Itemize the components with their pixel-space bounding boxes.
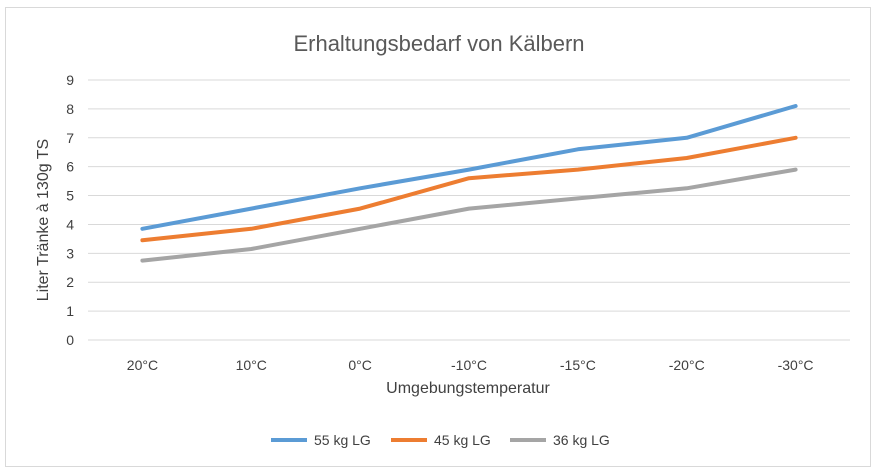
legend: 55 kg LG 45 kg LG 36 kg LG (271, 432, 610, 448)
legend-label: 55 kg LG (314, 432, 371, 448)
x-axis-ticks: 20°C 10°C 0°C -10°C -15°C -20°C -30°C (127, 357, 814, 373)
x-tick-label: -15°C (560, 357, 596, 373)
y-tick-label: 0 (66, 332, 74, 348)
series-line (140, 104, 798, 231)
y-tick-label: 2 (66, 274, 74, 290)
y-tick-label: 9 (66, 72, 74, 88)
x-axis-title: Umgebungstemperatur (386, 380, 550, 397)
y-tick-label: 8 (66, 101, 74, 117)
y-tick-label: 3 (66, 245, 74, 261)
legend-label: 36 kg LG (553, 432, 610, 448)
legend-label: 45 kg LG (434, 432, 491, 448)
y-tick-label: 1 (66, 303, 74, 319)
x-tick-label: 20°C (127, 357, 158, 373)
series-line (140, 135, 798, 243)
y-tick-label: 6 (66, 159, 74, 175)
x-tick-label: -10°C (451, 357, 487, 373)
y-axis-ticks: 0 1 2 3 4 5 6 7 8 9 (66, 72, 74, 348)
x-tick-label: -20°C (669, 357, 705, 373)
y-axis-title: Liter Tränke à 130g TS (35, 139, 52, 301)
x-tick-label: 10°C (236, 357, 267, 373)
y-tick-label: 7 (66, 130, 74, 146)
x-tick-label: 0°C (348, 357, 372, 373)
series-lines (140, 104, 798, 263)
line-chart: Erhaltungsbedarf von Kälbern 0123456789 … (35, 31, 850, 448)
series-line (140, 167, 798, 263)
y-tick-label: 4 (66, 216, 74, 232)
x-tick-label: -30°C (778, 357, 814, 373)
y-tick-label: 5 (66, 188, 74, 204)
chart-title: Erhaltungsbedarf von Kälbern (293, 31, 584, 56)
